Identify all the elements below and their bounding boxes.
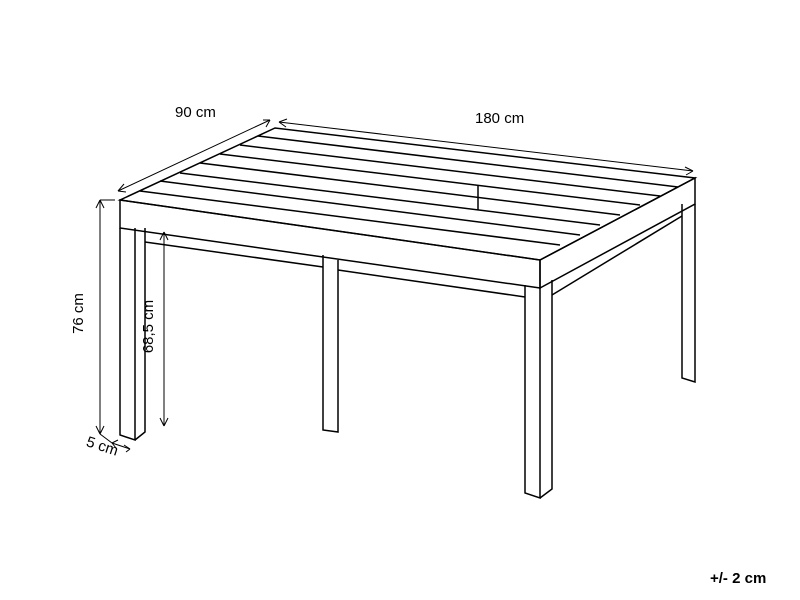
length-dimension-label: 180 cm [475, 110, 524, 127]
width-dimension-label: 90 cm [175, 104, 216, 121]
tolerance-label: +/- 2 cm [710, 570, 766, 587]
height-dimension-label: 76 cm [70, 293, 87, 334]
clearance-dimension-label: 68,5 cm [140, 300, 157, 353]
table-diagram [0, 0, 800, 600]
diagram-container: 90 cm 180 cm 76 cm 68,5 cm 5 cm +/- 2 cm [0, 0, 800, 600]
